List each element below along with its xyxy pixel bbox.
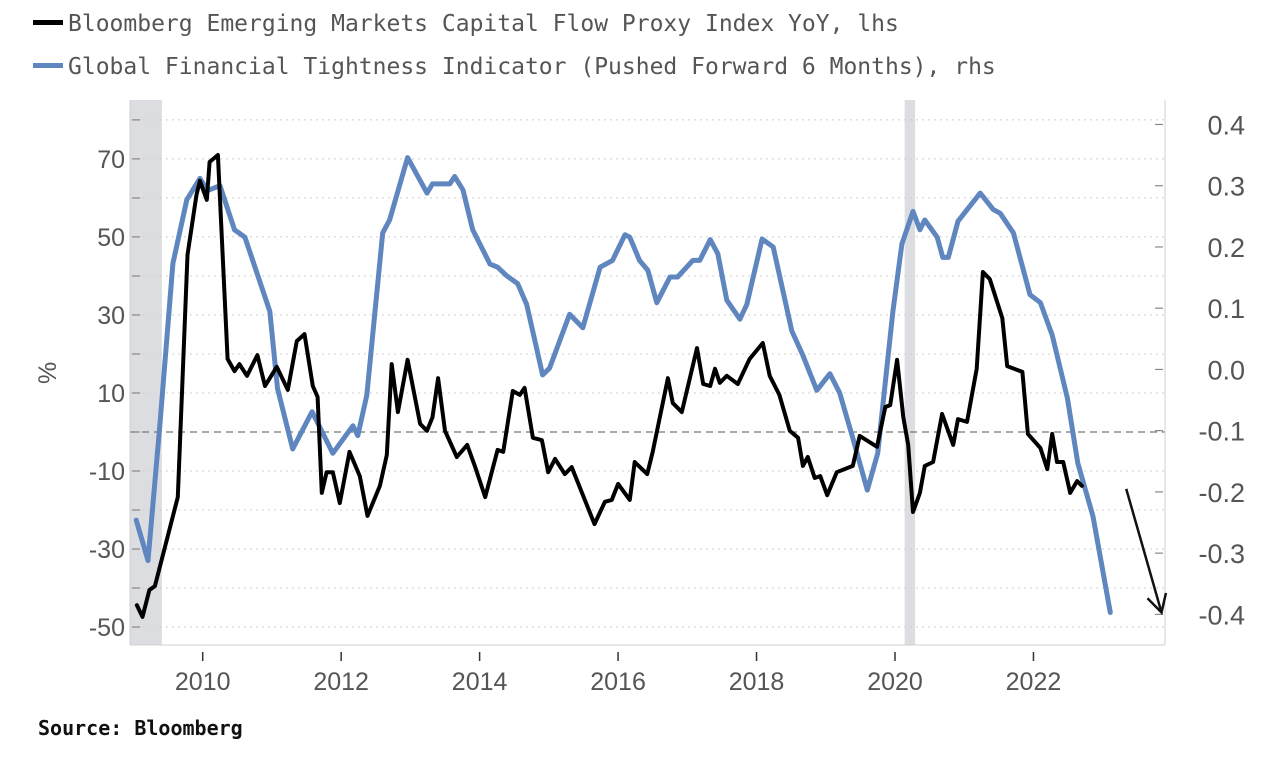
y-right-tick-label: 0.3 [1207,172,1245,202]
y-left-tick-label: -50 [89,614,125,642]
x-tick-label: 2010 [175,668,231,696]
legend-label-tightness: Global Financial Tightness Indicator (Pu… [68,54,996,80]
axes: 70 50 30 10 -10 -30 -50 0.4 0.3 0.2 0.1 0.0 -0.1 -0.2… [89,100,1245,696]
legend-swatch-blue [33,63,63,68]
legend-item-tightness: Global Financial Tightness Indicator (Pu… [33,54,996,80]
legend-item-capital-flow: Bloomberg Emerging Markets Capital Flow … [33,11,899,37]
x-tick-label: 2020 [867,668,923,696]
y-left-tick-label: 70 [97,146,125,174]
x-tick-label: 2016 [590,668,646,696]
y-left-tick-label: -30 [89,536,125,564]
y-axis-left-label: % [34,362,62,384]
y-right-tick-label: 0.0 [1207,355,1245,385]
arrow-shaft [1125,488,1163,613]
legend-label-capital-flow: Bloomberg Emerging Markets Capital Flow … [68,11,899,37]
y-right-tick-label: 0.2 [1207,233,1245,263]
y-right-tick-label: -0.3 [1198,539,1245,569]
y-right-tick-label: 0.4 [1207,110,1245,140]
y-right-tick-label: -0.2 [1198,478,1245,508]
legend: Bloomberg Emerging Markets Capital Flow … [33,11,996,80]
y-left-tick-label: 30 [97,302,125,330]
y-left-tick-label: 50 [97,224,125,252]
y-left-tick-label: -10 [89,458,125,486]
y-left-tick-label: 10 [97,380,125,408]
series-line-tightness [133,155,1113,615]
y-right-tick-label: -0.4 [1198,600,1245,630]
shaded-period [904,100,916,645]
series-lines [133,153,1113,619]
y-right-tick-label: 0.1 [1207,294,1245,324]
shaded-period [130,100,162,645]
arrow-annotation [1125,488,1168,616]
legend-swatch-black [33,20,63,25]
y-right-tick-label: -0.1 [1198,417,1245,447]
x-tick-label: 2014 [452,668,508,696]
x-tick-label: 2018 [729,668,785,696]
source-note: Source: Bloomberg [38,716,243,740]
gridlines [130,119,1165,628]
arrow-head-icon [1146,592,1168,616]
x-tick-label: 2022 [1006,668,1062,696]
x-tick-label: 2012 [313,668,369,696]
series-line-capital-flow [134,153,1084,619]
